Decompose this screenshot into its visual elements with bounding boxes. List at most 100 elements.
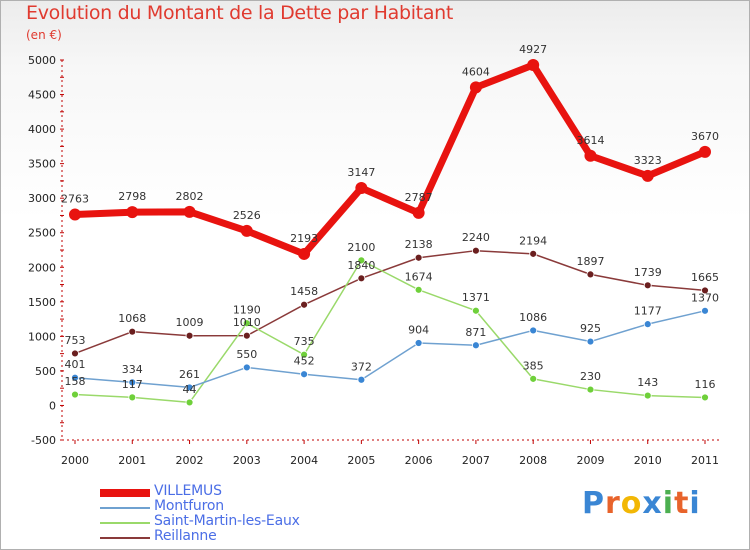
data-label: 1177: [634, 305, 662, 318]
data-label: 401: [65, 358, 86, 371]
x-tick-label: 2011: [691, 454, 719, 467]
data-point: [185, 398, 194, 407]
data-point: [357, 375, 366, 384]
y-tick-label: 5000: [28, 54, 56, 67]
data-label: 735: [294, 335, 315, 348]
y-tick-label: 1500: [28, 296, 56, 309]
data-label: 2194: [519, 234, 547, 247]
logo-letter: i: [689, 486, 701, 521]
y-tick-label: 4500: [28, 89, 56, 102]
data-label: 4604: [462, 65, 490, 78]
data-point: [641, 169, 654, 182]
data-label: 3323: [634, 154, 662, 167]
data-point: [701, 306, 709, 315]
data-point: [357, 256, 366, 265]
logo-letter: i: [662, 486, 675, 521]
data-label: 1739: [634, 266, 662, 279]
proxiti-logo: Proxiti: [582, 486, 701, 521]
data-point: [469, 81, 482, 94]
data-label: 871: [465, 326, 486, 339]
data-label: 1010: [233, 316, 261, 329]
y-tick-label: 3000: [28, 192, 56, 205]
data-point: [128, 393, 137, 402]
y-tick-label: 2500: [28, 227, 56, 240]
x-tick-label: 2002: [176, 454, 204, 467]
data-point: [701, 393, 709, 402]
data-point: [71, 373, 79, 382]
data-point: [300, 300, 308, 309]
data-point: [412, 206, 425, 219]
data-point: [71, 349, 79, 358]
logo-letter: o: [620, 486, 643, 521]
logo-letter: t: [674, 486, 690, 521]
x-tick-label: 2005: [347, 454, 375, 467]
data-point: [69, 208, 81, 221]
data-label: 1190: [233, 304, 261, 317]
data-point: [414, 285, 423, 294]
x-tick-label: 2008: [519, 454, 547, 467]
data-point: [355, 182, 368, 195]
data-label: 2802: [176, 190, 204, 203]
chart-unit: (en €): [26, 28, 62, 42]
data-point: [586, 385, 595, 394]
data-label: 2787: [405, 191, 433, 204]
x-tick-label: 2004: [290, 454, 318, 467]
legend-label: Saint-Martin-les-Eaux: [154, 513, 300, 529]
y-tick-label: 2000: [28, 261, 56, 274]
data-label: 44: [183, 383, 197, 396]
legend-label: VILLEMUS: [154, 483, 222, 499]
data-point: [586, 270, 595, 279]
logo-letter: P: [582, 486, 605, 521]
data-label: 1665: [691, 271, 719, 284]
data-label: 2100: [347, 241, 375, 254]
data-point: [586, 337, 595, 346]
data-label: 116: [695, 378, 716, 391]
data-point: [527, 59, 540, 72]
data-point: [300, 370, 308, 379]
data-point: [126, 206, 139, 219]
series-line: [71, 61, 709, 258]
x-tick-label: 2007: [462, 454, 490, 467]
data-point: [472, 246, 480, 255]
data-label: 2798: [118, 190, 146, 203]
legend-swatch: [100, 489, 150, 497]
chart-title: Evolution du Montant de la Dette par Hab…: [26, 2, 454, 24]
data-label: 117: [122, 378, 143, 391]
y-tick-label: 500: [35, 365, 56, 378]
data-label: 1009: [176, 316, 204, 329]
data-point: [300, 350, 308, 359]
data-point: [71, 390, 79, 399]
data-point: [242, 363, 251, 372]
data-label: 2526: [233, 209, 261, 222]
legend-label: Reillanne: [154, 528, 217, 544]
legend-swatch: [100, 507, 150, 509]
y-tick-label: 1000: [28, 330, 56, 343]
data-label: 334: [122, 363, 143, 376]
data-label: 452: [294, 355, 315, 368]
data-point: [185, 331, 194, 340]
data-label: 2763: [61, 193, 89, 206]
y-tick-label: -500: [31, 434, 56, 447]
legend-swatch: [100, 522, 150, 524]
data-label: 3670: [691, 130, 719, 143]
x-tick-label: 2006: [405, 454, 433, 467]
data-label: 3147: [347, 166, 375, 179]
data-label: 158: [65, 375, 86, 388]
data-label: 2240: [462, 231, 490, 244]
data-label: 143: [637, 376, 658, 389]
y-tick-label: 4000: [28, 123, 56, 136]
data-point: [699, 145, 711, 158]
data-point: [529, 326, 538, 335]
data-label: 904: [408, 323, 429, 336]
data-point: [529, 374, 538, 383]
x-tick-label: 2001: [118, 454, 146, 467]
data-label: 1068: [118, 312, 146, 325]
data-label: 385: [523, 359, 544, 372]
data-point: [240, 224, 253, 237]
data-label: 261: [179, 368, 200, 381]
data-point: [298, 247, 311, 260]
data-point: [529, 249, 538, 258]
data-point: [701, 286, 709, 295]
data-point: [472, 341, 480, 350]
